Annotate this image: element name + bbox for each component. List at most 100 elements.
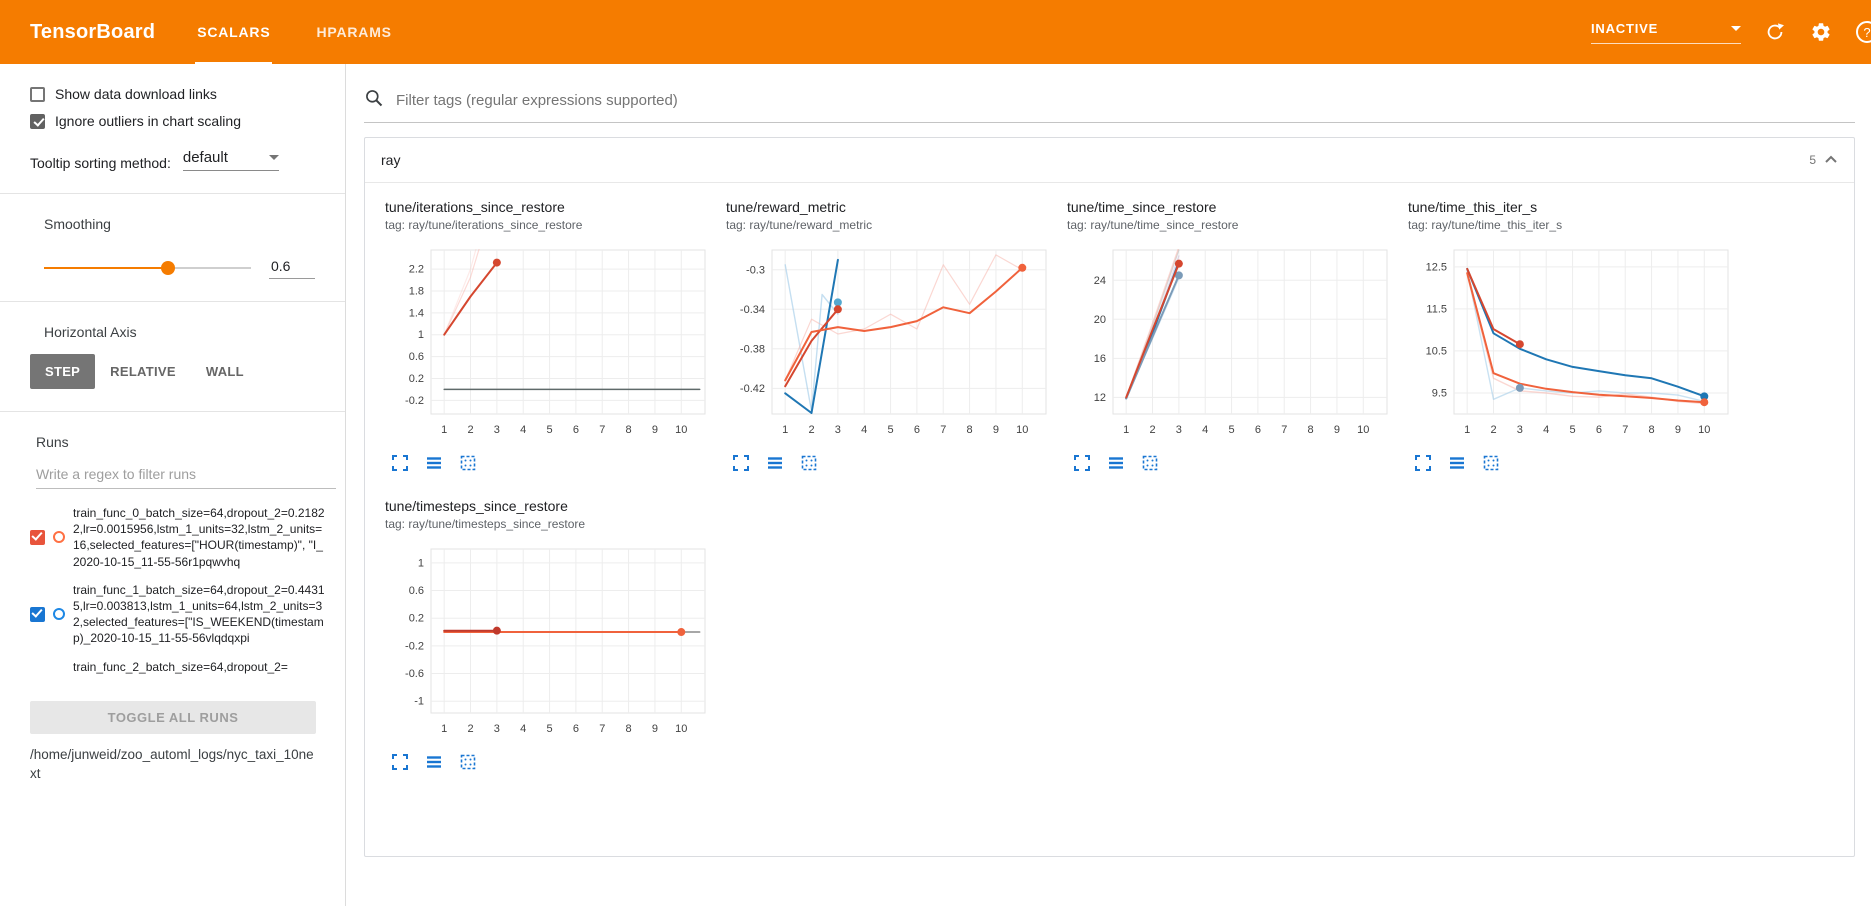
svg-text:0.2: 0.2 (409, 613, 424, 625)
chart-toolbar (385, 454, 717, 472)
svg-text:16: 16 (1094, 353, 1106, 365)
run-label: train_func_1_batch_size=64,dropout_2=0.4… (73, 582, 325, 646)
section-title: ray (381, 152, 401, 168)
smoothing-value[interactable]: 0.6 (269, 256, 315, 279)
run-color-radio[interactable] (53, 608, 65, 621)
tab-scalars-label: SCALARS (197, 24, 271, 40)
line-chart-plot[interactable]: 9.5 10.5 11.5 12.5 1 2 3 4 5 6 7 8 9 10 (1408, 240, 1740, 440)
sidebar: Show data download links Ignore outliers… (0, 64, 346, 906)
runs-menu-icon[interactable] (1448, 454, 1466, 472)
ray-section-card: ray 5 tune/iterations_since_restore tag: … (364, 137, 1855, 857)
svg-text:1.8: 1.8 (409, 286, 424, 298)
svg-text:1: 1 (418, 557, 424, 569)
line-chart-plot[interactable]: -1 -0.6 -0.2 0.2 0.6 1 1 2 3 4 5 6 7 8 9 10 (385, 539, 717, 739)
fit-domain-icon[interactable] (800, 454, 818, 472)
run-checkbox[interactable] (30, 529, 45, 545)
header-right: INACTIVE ? (1591, 20, 1871, 44)
chevron-down-icon (1731, 25, 1741, 31)
tab-hparams[interactable]: HPARAMS (316, 0, 391, 64)
status-select-value: INACTIVE (1591, 20, 1659, 36)
show-download-row[interactable]: Show data download links (30, 86, 345, 102)
svg-text:1: 1 (782, 424, 788, 436)
svg-text:7: 7 (1622, 424, 1628, 436)
expand-chart-icon[interactable] (391, 753, 409, 771)
expand-chart-icon[interactable] (1073, 454, 1091, 472)
ignore-outliers-row[interactable]: Ignore outliers in chart scaling (30, 113, 345, 129)
ignore-outliers-checkbox[interactable] (30, 113, 45, 129)
settings-icon[interactable] (1809, 20, 1833, 44)
chart-title: tune/timesteps_since_restore (385, 498, 568, 514)
svg-text:4: 4 (520, 424, 526, 436)
chart-card: tune/reward_metric tag: ray/tune/reward_m… (726, 199, 1058, 472)
tooltip-sorting-select[interactable]: default (182, 149, 279, 171)
runs-menu-icon[interactable] (425, 753, 443, 771)
svg-text:6: 6 (573, 424, 579, 436)
svg-text:5: 5 (887, 424, 893, 436)
chart-tag: tag: ray/tune/time_this_iter_s (1408, 218, 1563, 232)
run-checkbox[interactable] (30, 606, 45, 622)
svg-text:?: ? (1863, 25, 1870, 40)
run-color-radio[interactable] (53, 531, 65, 544)
svg-text:5: 5 (1228, 424, 1234, 436)
divider (0, 301, 345, 302)
axis-button-relative[interactable]: RELATIVE (110, 364, 176, 379)
fit-domain-icon[interactable] (1482, 454, 1500, 472)
toggle-all-runs-button[interactable]: TOGGLE ALL RUNS (30, 701, 316, 734)
svg-text:9: 9 (652, 723, 658, 735)
svg-text:1.4: 1.4 (409, 307, 424, 319)
status-select[interactable]: INACTIVE (1591, 21, 1741, 44)
svg-text:10: 10 (1016, 424, 1028, 436)
svg-text:-1: -1 (414, 696, 424, 708)
svg-text:7: 7 (1281, 424, 1287, 436)
chevron-down-icon (268, 155, 279, 160)
expand-chart-icon[interactable] (1414, 454, 1432, 472)
fit-domain-icon[interactable] (459, 753, 477, 771)
svg-text:20: 20 (1094, 314, 1106, 326)
axis-button-wall[interactable]: WALL (205, 364, 244, 379)
smoothing-slider[interactable] (44, 260, 251, 275)
show-download-checkbox[interactable] (30, 86, 45, 102)
chevron-up-icon[interactable] (1824, 153, 1838, 167)
svg-text:2: 2 (1490, 424, 1496, 436)
chart-title: tune/time_this_iter_s (1408, 199, 1538, 215)
svg-text:3: 3 (1517, 424, 1523, 436)
svg-text:12.5: 12.5 (1426, 261, 1447, 273)
search-icon (364, 88, 384, 113)
line-chart-plot[interactable]: -0.42 -0.38 -0.34 -0.3 1 2 3 4 5 6 7 8 9 10 (726, 240, 1058, 440)
runs-menu-icon[interactable] (425, 454, 443, 472)
runs-filter-input[interactable] (36, 462, 336, 489)
run-row[interactable]: train_func_0_batch_size=64,dropout_2=0.2… (0, 499, 345, 576)
chart-card: tune/iterations_since_restore tag: ray/tu… (385, 199, 717, 472)
chart-tag: tag: ray/tune/reward_metric (726, 218, 873, 232)
runs-menu-icon[interactable] (1107, 454, 1125, 472)
runs-menu-icon[interactable] (766, 454, 784, 472)
chart-toolbar (1408, 454, 1740, 472)
line-chart-plot[interactable]: -0.2 0.2 0.6 1 1.4 1.8 2.2 1 2 3 4 5 6 7 8 9 10 (385, 240, 717, 440)
svg-text:9: 9 (1675, 424, 1681, 436)
help-icon[interactable]: ? (1855, 20, 1871, 44)
ray-section-header[interactable]: ray 5 (365, 138, 1854, 183)
expand-chart-icon[interactable] (391, 454, 409, 472)
log-directory-path: /home/junweid/zoo_automl_logs/nyc_taxi_1… (30, 747, 314, 781)
fit-domain-icon[interactable] (1141, 454, 1159, 472)
svg-text:1: 1 (441, 723, 447, 735)
run-row[interactable]: train_func_2_batch_size=64,dropout_2= (0, 653, 345, 681)
svg-text:8: 8 (967, 424, 973, 436)
svg-text:10: 10 (1698, 424, 1710, 436)
smoothing-slider-thumb[interactable] (161, 260, 176, 275)
run-row[interactable]: train_func_1_batch_size=64,dropout_2=0.4… (0, 576, 345, 653)
svg-text:5: 5 (546, 424, 552, 436)
tag-filter-input[interactable] (394, 91, 1855, 110)
axis-button-step[interactable]: STEP (30, 354, 96, 389)
refresh-icon[interactable] (1763, 20, 1787, 44)
tab-scalars[interactable]: SCALARS (195, 0, 273, 64)
expand-chart-icon[interactable] (732, 454, 750, 472)
svg-text:5: 5 (1569, 424, 1575, 436)
svg-text:-0.2: -0.2 (405, 395, 424, 407)
svg-text:7: 7 (940, 424, 946, 436)
fit-domain-icon[interactable] (459, 454, 477, 472)
svg-text:8: 8 (626, 723, 632, 735)
svg-text:4: 4 (520, 723, 526, 735)
svg-text:8: 8 (1308, 424, 1314, 436)
